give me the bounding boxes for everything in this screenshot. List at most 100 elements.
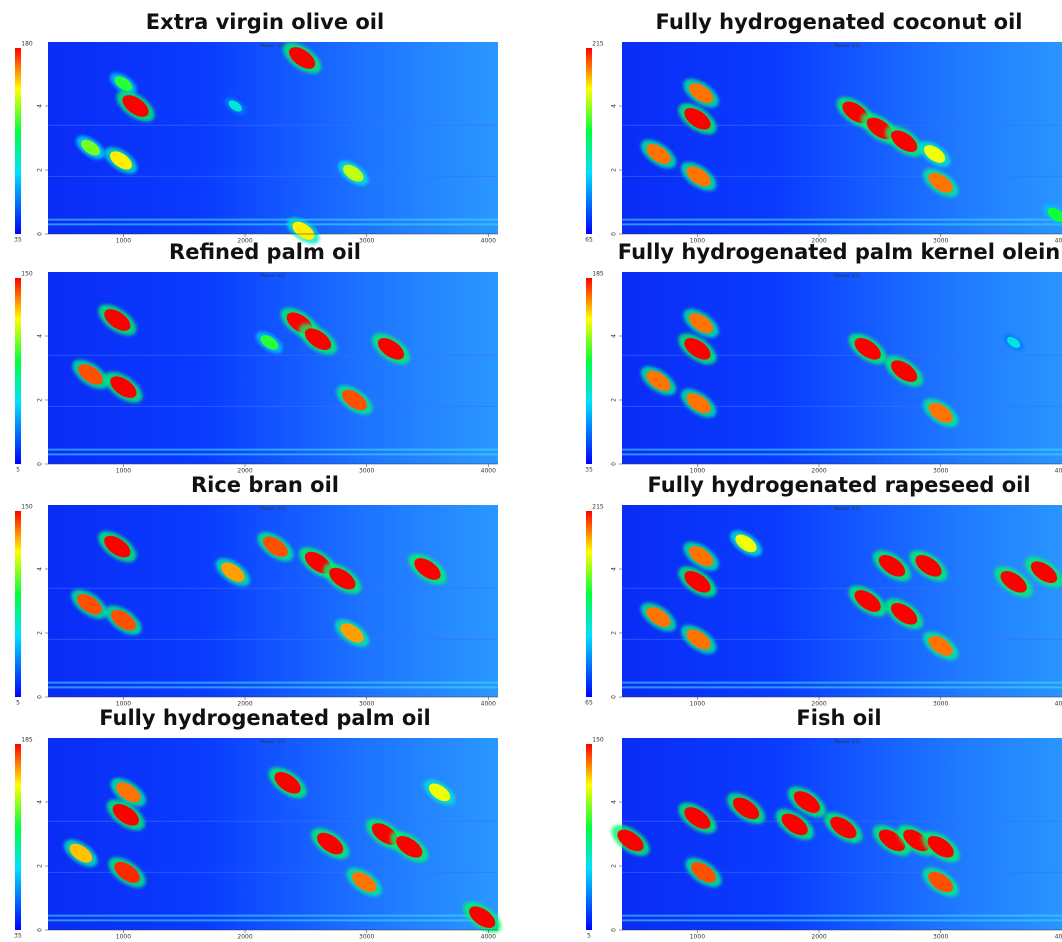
peak-core	[928, 172, 953, 193]
x-tick-label: 1000	[116, 468, 131, 475]
peak	[678, 333, 717, 365]
peak	[885, 598, 924, 630]
peak	[640, 366, 677, 396]
peak-core	[112, 803, 139, 826]
peak	[922, 867, 959, 897]
y-tick-label: 4	[611, 567, 618, 571]
peak-core	[688, 83, 714, 104]
peak-core	[260, 335, 279, 350]
x-tick-label: 3000	[933, 468, 948, 475]
colorbar-min: 35	[585, 467, 593, 474]
x-tick-label: 1000	[690, 934, 705, 941]
peak-core	[915, 554, 942, 577]
peak	[463, 901, 502, 933]
peak	[787, 786, 826, 818]
peak-core	[1047, 207, 1062, 222]
colorbar-min: 65	[585, 700, 593, 707]
colorbar-min: 65	[585, 237, 593, 244]
peak	[1003, 334, 1024, 351]
peak	[726, 792, 766, 824]
peak	[922, 398, 959, 428]
y-tick-label: 2	[37, 631, 44, 635]
peak	[338, 160, 369, 186]
peak-core	[617, 829, 644, 852]
peak	[390, 831, 429, 863]
peak-core	[221, 562, 245, 582]
plot-subtitle: Masses: S(1)	[834, 506, 860, 511]
peak-core	[684, 107, 711, 130]
peak	[885, 125, 924, 157]
peak-core	[76, 593, 102, 615]
peak	[872, 550, 912, 582]
peak	[918, 141, 951, 167]
x-tick-label: 4000	[1055, 238, 1062, 245]
peak	[257, 531, 294, 562]
x-tick-label: 1000	[690, 238, 705, 245]
colorbar-max: 185	[21, 737, 33, 744]
peak-core	[228, 100, 242, 112]
peak	[897, 824, 936, 856]
peak	[683, 308, 719, 338]
peak-core	[735, 534, 757, 553]
panel-title: Fully hydrogenated coconut oil	[656, 10, 1023, 34]
peak-core	[114, 76, 133, 91]
y-tick-label: 4	[37, 104, 44, 108]
colorbar	[586, 511, 592, 697]
colorbar	[15, 511, 21, 697]
peak	[611, 824, 650, 856]
colorbar-min: 5	[16, 467, 20, 474]
peak-core	[686, 393, 711, 414]
peak-core	[1030, 561, 1058, 584]
plot-background	[48, 272, 498, 464]
peak-core	[646, 607, 671, 627]
peak-core	[396, 835, 423, 858]
peak-core	[854, 590, 881, 612]
peak	[104, 371, 143, 403]
peak-core	[684, 570, 711, 593]
y-tick-label: 2	[611, 864, 618, 868]
colorbar-max: 215	[592, 504, 604, 511]
peak	[224, 97, 246, 115]
peak	[640, 602, 677, 632]
peak-core	[317, 832, 344, 855]
peak-core	[684, 807, 711, 829]
y-tick-label: 4	[37, 567, 44, 571]
peak	[1024, 556, 1062, 588]
peak-core	[928, 871, 954, 893]
x-tick-label: 4000	[481, 701, 496, 708]
peak	[287, 217, 320, 244]
peak-core	[342, 389, 367, 411]
peak-core	[923, 145, 946, 163]
peak-core	[793, 791, 820, 813]
y-tick-label: 4	[611, 334, 618, 338]
peak-core	[646, 144, 671, 164]
peak-core	[878, 554, 906, 577]
peak-core	[891, 602, 918, 625]
peak	[298, 323, 338, 355]
plot-background	[622, 505, 1062, 697]
panel: Fully hydrogenated palm kernel olein Mass…	[585, 240, 1062, 475]
peak-core	[830, 816, 857, 839]
peak-core	[428, 783, 451, 802]
peak-core	[352, 872, 377, 892]
x-tick-label: 4000	[1055, 701, 1062, 708]
colorbar-min: 35	[14, 237, 22, 244]
peak-core	[274, 771, 301, 794]
peak	[72, 359, 109, 390]
colorbar	[15, 278, 21, 464]
peak-core	[81, 139, 101, 156]
peak-core	[340, 623, 364, 643]
peak	[872, 824, 912, 856]
peak	[105, 605, 142, 635]
x-tick-label: 1000	[116, 701, 131, 708]
panel-title: Fully hydrogenated palm oil	[99, 706, 431, 730]
y-tick-label: 4	[611, 800, 618, 804]
peak-core	[304, 328, 332, 351]
peak	[730, 530, 762, 557]
x-tick-label: 4000	[1055, 934, 1062, 941]
x-tick-label: 2000	[237, 238, 252, 245]
x-tick-label: 2000	[811, 468, 826, 475]
peak-core	[469, 906, 496, 929]
peak-core	[110, 376, 137, 399]
